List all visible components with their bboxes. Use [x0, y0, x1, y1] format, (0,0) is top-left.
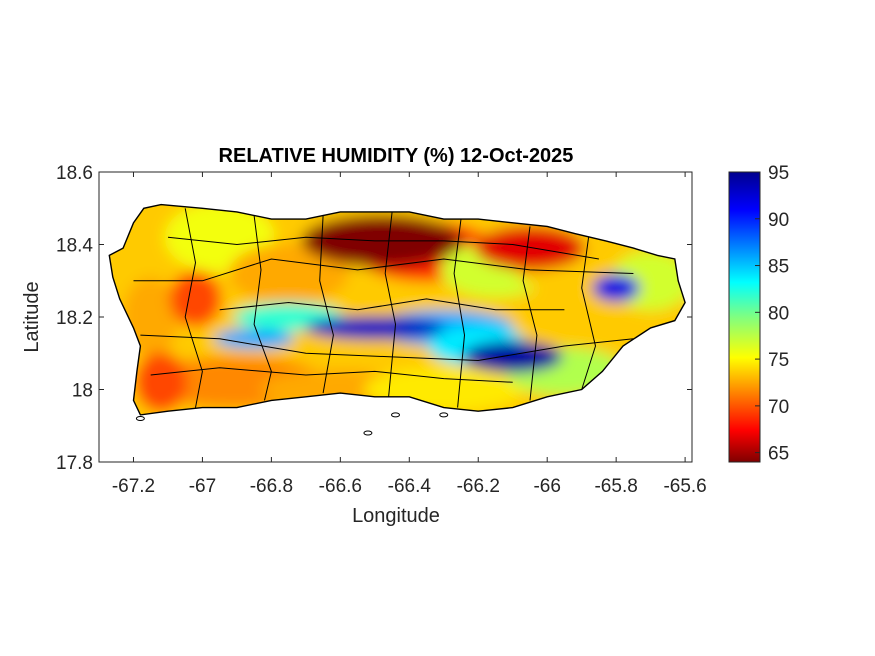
municipal-border [522, 226, 538, 401]
y-tick-label: 18.4 [56, 236, 93, 257]
municipal-border [133, 258, 634, 282]
field-feature [304, 315, 445, 340]
municipal-border [384, 211, 397, 397]
colorbar [728, 171, 761, 463]
x-tick-label: -67 [189, 476, 216, 497]
colorbar-tick-label: 65 [768, 444, 789, 465]
colorbar-tick-label: 75 [768, 350, 789, 371]
x-tick-label: -66.2 [457, 476, 500, 497]
field-feature [135, 352, 188, 413]
municipal-border [581, 237, 597, 390]
field-feature [214, 328, 295, 349]
municipal-border [319, 215, 334, 394]
colorbar-tick-label: 80 [768, 303, 789, 324]
islet [391, 412, 400, 418]
colorbar-tick-label: 95 [768, 163, 789, 184]
x-axis: -67.2 -67 -66.8 -66.6 -66.4 -66.2 -66 -65.8 -65.… [112, 172, 707, 497]
y-tick-label: 18.6 [56, 163, 93, 184]
colorbar-tick-label: 90 [768, 210, 789, 231]
x-tick-label: -66.8 [250, 476, 293, 497]
x-tick-label: -66.4 [388, 476, 432, 497]
colorbar-ticks: 65 70 75 80 85 90 95 [755, 163, 789, 465]
y-axis-label: Latitude [21, 281, 43, 352]
chart-title: RELATIVE HUMIDITY (%) 12-Oct-2025 [219, 145, 574, 167]
field-feature [592, 274, 641, 302]
municipal-border [184, 208, 203, 408]
municipal-border [140, 334, 634, 362]
coastline [108, 203, 686, 416]
y-tick-label: 18 [72, 381, 93, 402]
colorbar-tick-label: 85 [768, 257, 789, 278]
x-tick-label: -66.6 [319, 476, 362, 497]
municipal-border [167, 236, 599, 260]
y-tick-label: 18.2 [56, 308, 93, 329]
colorbar-tick-label: 70 [768, 397, 789, 418]
islet [439, 412, 449, 418]
islet [363, 430, 373, 436]
islet [135, 416, 145, 421]
field-feature [474, 226, 585, 271]
x-tick-label: -65.8 [594, 476, 637, 497]
y-axis: 17.8 18 18.2 18.4 18.6 [56, 163, 692, 474]
y-tick-label: 17.8 [56, 453, 93, 474]
island-outline [108, 203, 686, 436]
field-feature [462, 340, 563, 373]
x-tick-label: -67.2 [112, 476, 155, 497]
municipal-border [150, 367, 513, 383]
x-axis-label: Longitude [352, 505, 440, 527]
x-tick-label: -66 [533, 476, 560, 497]
municipal-border [253, 215, 272, 401]
x-tick-label: -65.6 [663, 476, 706, 497]
field-feature [169, 270, 222, 327]
municipal-border [219, 298, 565, 311]
